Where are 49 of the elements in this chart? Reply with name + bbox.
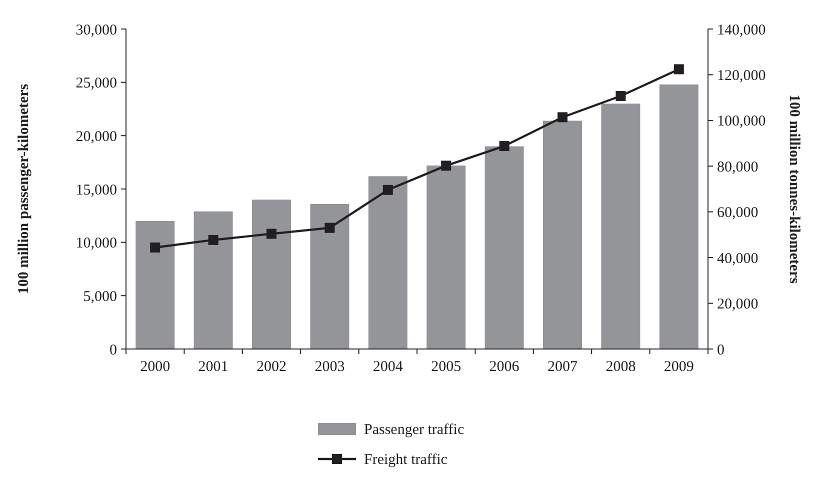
point [558,112,568,122]
y-axis-title: 100 million passenger-kilometers [16,84,32,294]
point [441,160,452,171]
point [616,90,626,101]
bar [426,166,466,349]
x-tick-label: 2004 [372,359,404,375]
x-tick-label: 2000 [140,359,170,375]
y2-tick-label: 140,000 [717,22,766,38]
x-tick-label: 2003 [314,359,345,375]
bar [368,176,408,349]
y2-tick-label: 80,000 [717,159,758,176]
y-tick-label: 20,000 [76,128,117,145]
legend-label: Passenger traffic [364,422,464,438]
point [674,64,684,74]
y-tick-label: 30,000 [76,22,117,38]
x-tick-label: 2005 [431,359,462,375]
y2-tick-label: 0 [717,342,724,358]
bar [601,104,640,349]
bar [543,120,582,349]
x-tick-label: 2002 [256,359,286,375]
point [382,184,393,195]
bar [136,221,175,349]
y2-tick-label: 20,000 [717,296,758,313]
x-tick-label: 2001 [198,359,228,375]
point [324,222,335,233]
x-tick-label: 2009 [664,359,694,375]
point [150,242,160,253]
y-tick-label: 15,000 [76,182,117,198]
point [499,141,510,152]
bar [252,200,291,349]
x-tick-label: 2006 [489,359,520,375]
y2-tick-label: 100,000 [717,114,766,130]
x-tick-label: 2007 [548,359,578,375]
y-tick-label: 25,000 [76,76,117,92]
point [208,234,218,245]
bar [310,204,350,349]
y-tick-label: 0 [110,342,117,358]
bar [194,211,233,349]
bar [484,146,524,349]
y2-axis-title: 100 million tonnes-kilometers [786,94,802,284]
point [266,228,276,239]
x-tick-label: 2008 [606,359,636,375]
bar [659,84,698,349]
y-tick-label: 10,000 [76,236,117,252]
y2-tick-label: 40,000 [717,250,758,267]
legend-label: Freight traffic [364,452,448,468]
y2-tick-label: 60,000 [717,205,758,222]
y-tick-label: 5,000 [83,288,117,305]
y2-tick-label: 120,000 [717,68,766,84]
